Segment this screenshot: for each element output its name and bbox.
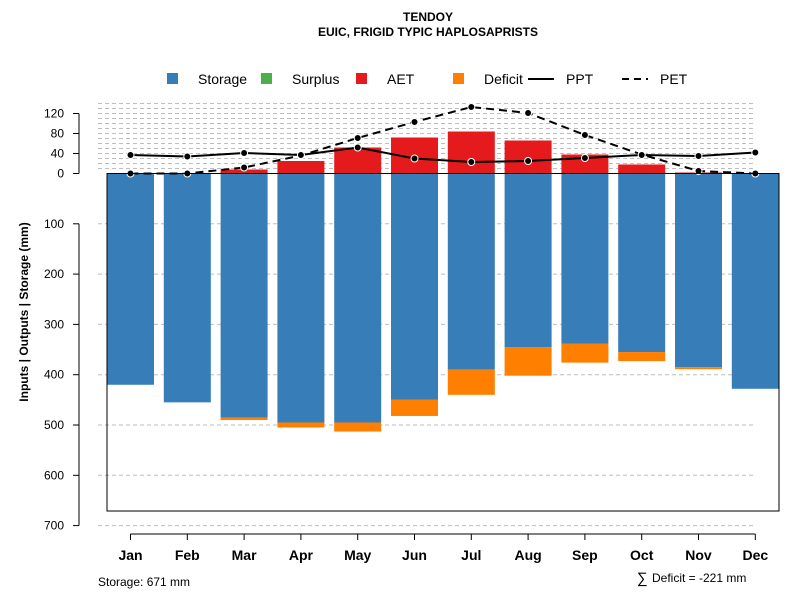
legend: Storage Surplus AET Deficit PPT PET bbox=[167, 71, 688, 87]
legend-swatch-surplus bbox=[261, 73, 272, 84]
legend-label-deficit: Deficit bbox=[484, 71, 523, 87]
y-tick-label: 0 bbox=[57, 167, 64, 181]
deficit-bar bbox=[561, 343, 609, 363]
storage-bar bbox=[163, 173, 211, 403]
ppt-point bbox=[580, 154, 589, 162]
aet-bar bbox=[618, 164, 666, 174]
aet-bar bbox=[334, 147, 382, 174]
storage-bar bbox=[504, 173, 552, 348]
chart-title: TENDOY bbox=[403, 10, 453, 24]
pet-point bbox=[467, 103, 476, 111]
ppt-point bbox=[637, 151, 646, 159]
y-tick-label: 400 bbox=[44, 368, 64, 382]
x-tick-label-feb: Feb bbox=[175, 547, 200, 563]
legend-swatch-storage bbox=[167, 73, 178, 84]
storage-bar bbox=[107, 173, 154, 385]
y-tick-label: 300 bbox=[44, 317, 64, 331]
storage-total: Storage: 671 mm bbox=[98, 575, 190, 589]
y-tick-label: 700 bbox=[44, 519, 64, 533]
x-tick-label-sep: Sep bbox=[572, 547, 598, 563]
legend-label-pet: PET bbox=[660, 71, 688, 87]
chart-subtitle: EUIC, FRIGID TYPIC HAPLOSAPRISTS bbox=[318, 25, 538, 39]
ppt-point bbox=[751, 148, 760, 157]
pet-point bbox=[353, 134, 362, 142]
x-tick-label-jul: Jul bbox=[461, 547, 481, 563]
deficit-bar bbox=[334, 422, 382, 432]
storage-bar bbox=[277, 173, 325, 423]
y-tick-label: 100 bbox=[44, 217, 64, 231]
ppt-point bbox=[183, 152, 192, 161]
storage-bar bbox=[391, 173, 438, 400]
lines bbox=[126, 103, 760, 178]
y-tick-label: 600 bbox=[44, 468, 64, 482]
ppt-point bbox=[353, 143, 362, 152]
deficit-bar bbox=[504, 347, 552, 376]
y-tick-label: 80 bbox=[51, 127, 65, 141]
deficit-bar bbox=[618, 352, 666, 362]
sigma-symbol: ∑ bbox=[637, 570, 648, 587]
legend-swatch-aet bbox=[356, 73, 367, 84]
y-tick-label: 500 bbox=[44, 418, 64, 432]
x-tick-label-mar: Mar bbox=[232, 547, 257, 563]
deficit-bar bbox=[220, 417, 268, 420]
pet-point bbox=[524, 109, 533, 117]
storage-bar bbox=[334, 173, 382, 423]
y-tick-label: 200 bbox=[44, 267, 64, 281]
x-tick-label-apr: Apr bbox=[289, 547, 314, 563]
deficit-bar bbox=[447, 369, 495, 395]
legend-swatch-deficit bbox=[453, 73, 464, 84]
x-tick-label-dec: Dec bbox=[742, 547, 768, 563]
y-tick-label: 120 bbox=[44, 107, 64, 121]
aet-bar bbox=[277, 161, 325, 174]
ppt-point bbox=[524, 157, 533, 165]
legend-label-surplus: Surplus bbox=[292, 71, 339, 87]
pet-point bbox=[410, 118, 419, 126]
pet-line bbox=[130, 105, 756, 175]
storage-bar bbox=[731, 173, 779, 389]
storage-bar bbox=[561, 173, 609, 344]
storage-bar bbox=[675, 173, 722, 368]
x-tick-label-aug: Aug bbox=[514, 547, 541, 563]
ppt-point bbox=[694, 152, 703, 160]
legend-label-ppt: PPT bbox=[566, 71, 594, 87]
storage-bar bbox=[618, 173, 666, 353]
pet-point bbox=[580, 131, 589, 139]
x-tick-label-may: May bbox=[344, 547, 371, 563]
ppt-point bbox=[410, 154, 419, 163]
ppt-point bbox=[126, 151, 135, 159]
y-tick-label: 40 bbox=[51, 147, 65, 161]
x-tick-label-jan: Jan bbox=[118, 547, 142, 563]
y-axis-label: Inputs | Outputs | Storage (mm) bbox=[17, 222, 31, 401]
aet-bar bbox=[447, 131, 495, 174]
storage-bar bbox=[220, 173, 268, 418]
pet-point bbox=[240, 163, 249, 172]
bars bbox=[107, 131, 779, 432]
deficit-bar bbox=[675, 367, 722, 370]
deficit-total: Deficit = -221 mm bbox=[652, 571, 746, 585]
x-tick-label-nov: Nov bbox=[685, 547, 712, 563]
gridlines bbox=[98, 103, 755, 527]
ppt-point bbox=[467, 158, 476, 166]
storage-bar bbox=[447, 173, 495, 370]
ppt-point bbox=[240, 149, 249, 157]
pet-point bbox=[694, 167, 703, 175]
deficit-bar bbox=[277, 422, 325, 428]
legend-label-storage: Storage bbox=[198, 71, 247, 87]
ppt-line bbox=[130, 146, 756, 164]
legend-label-aet: AET bbox=[387, 71, 415, 87]
x-tick-label-oct: Oct bbox=[630, 547, 654, 563]
deficit-bar bbox=[391, 399, 438, 416]
ppt-point bbox=[296, 151, 305, 159]
x-tick-label-jun: Jun bbox=[402, 547, 427, 563]
